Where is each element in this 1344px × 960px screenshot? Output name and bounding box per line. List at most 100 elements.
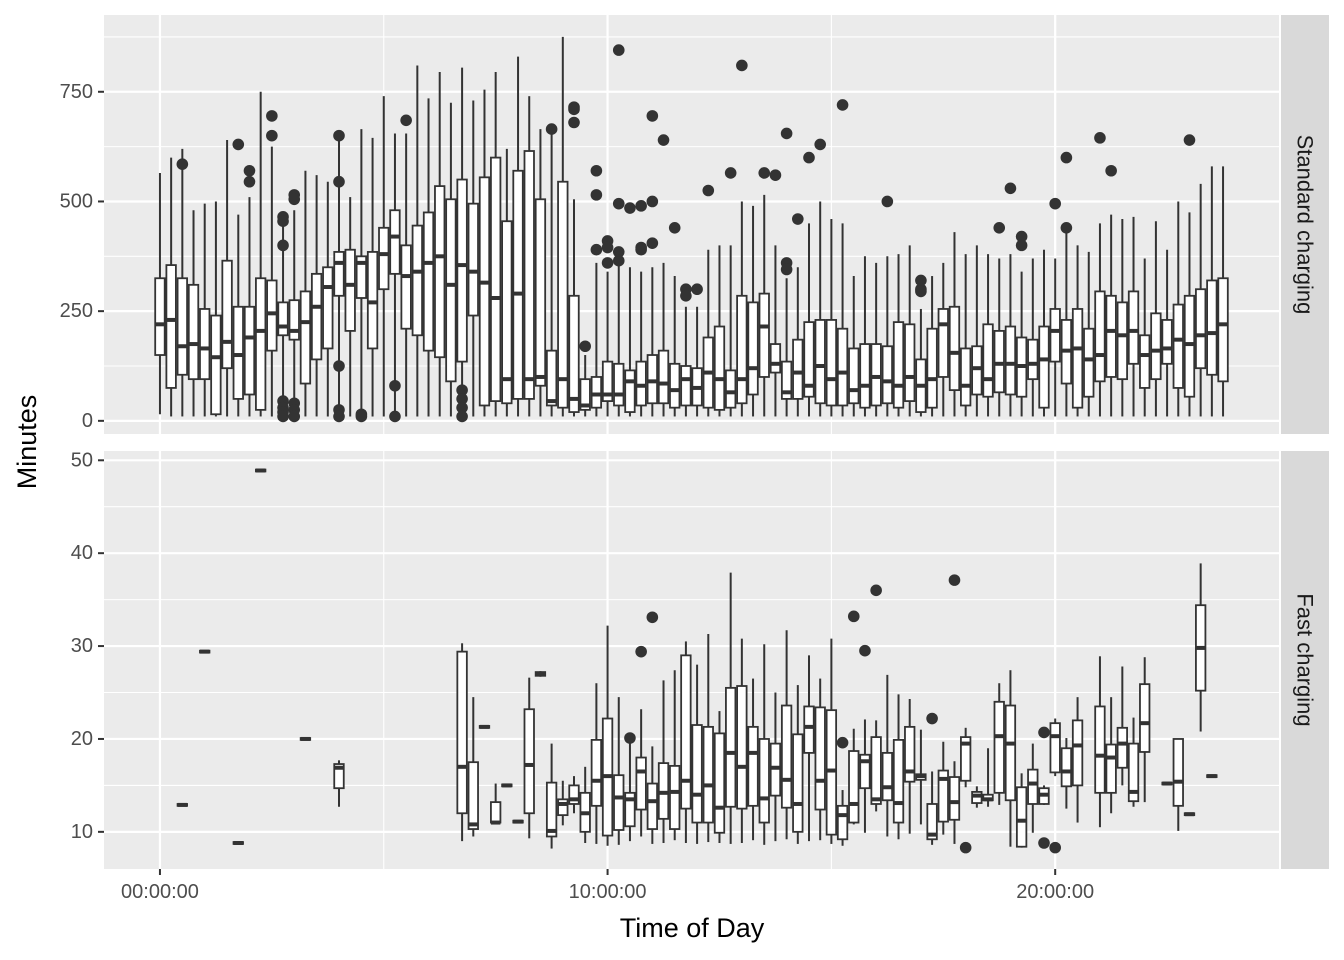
outlier-point [456, 410, 468, 423]
box-body [1094, 290, 1106, 383]
box-body [601, 360, 614, 402]
box-body [299, 290, 312, 385]
box-fast-charging-0 [176, 802, 188, 807]
box-body [624, 369, 636, 413]
y-axis-title: Minutes [12, 395, 42, 490]
box-body [948, 776, 961, 821]
outlier-point [333, 360, 345, 372]
box-fast-charging-36 [792, 685, 804, 844]
box-fast-charging-48 [926, 712, 938, 845]
box-body [1206, 279, 1218, 376]
facet-label: Standard charging [1293, 135, 1318, 315]
box-body [277, 301, 289, 337]
box-fast-charging-17 [579, 766, 591, 843]
box-standard-charging-57 [792, 213, 804, 417]
outlier-point [769, 169, 782, 181]
box-body [1038, 325, 1050, 409]
box-body [221, 259, 233, 370]
outlier-point [803, 151, 815, 164]
outlier-point [780, 263, 793, 276]
outlier-point [691, 283, 703, 296]
box-body [557, 180, 569, 409]
box-fast-charging-60 [1060, 738, 1073, 809]
box-fast-charging-69 [1183, 812, 1196, 817]
box-body [713, 732, 726, 834]
box-fast-charging-18 [590, 683, 603, 844]
box-standard-charging-6 [221, 140, 233, 417]
box-standard-charging-60 [825, 219, 838, 417]
box-body [982, 323, 994, 398]
box-body [523, 150, 535, 400]
box-standard-charging-16 [333, 129, 345, 423]
facet-strip [1281, 15, 1329, 434]
y-tick-label: 500 [60, 190, 93, 212]
box-fast-charging-1 [199, 649, 211, 654]
box-fast-charging-19 [601, 625, 614, 846]
box-body [478, 176, 491, 407]
box-standard-charging-86 [1116, 219, 1128, 417]
box-fast-charging-11 [512, 819, 524, 824]
box-body [422, 211, 435, 352]
box-body [210, 314, 222, 416]
outlier-point [792, 213, 804, 225]
box-body [445, 198, 457, 383]
box-body [1004, 704, 1017, 802]
box-standard-charging-25 [434, 72, 446, 417]
box-body [937, 769, 949, 823]
box-standard-charging-52 [736, 59, 748, 417]
box-fast-charging-29 [713, 711, 726, 843]
box-standard-charging-81 [1060, 151, 1073, 417]
box-body [870, 343, 882, 407]
box-standard-charging-0 [154, 172, 166, 415]
box-standard-charging-50 [713, 245, 726, 417]
box-standard-charging-87 [1127, 216, 1140, 417]
outlier-point [277, 215, 289, 228]
outlier-point [601, 241, 614, 254]
box-fast-charging-71 [1206, 774, 1218, 779]
box-body [803, 705, 815, 754]
box-body [747, 725, 759, 807]
box-standard-charging-71 [948, 232, 961, 417]
box-body [892, 321, 905, 409]
box-body [568, 294, 580, 413]
outlier-point [624, 202, 636, 214]
outlier-point [288, 410, 301, 423]
box-standard-charging-37 [568, 101, 580, 417]
box-fast-charging-38 [814, 678, 826, 841]
box-fast-charging-12 [523, 677, 535, 839]
outlier-point [1004, 182, 1017, 195]
outlier-point [836, 99, 849, 111]
box-standard-charging-92 [1183, 134, 1196, 417]
box-standard-charging-76 [1004, 182, 1017, 417]
outlier-point [1015, 230, 1028, 243]
box-body [736, 294, 748, 405]
outlier-point [1060, 221, 1073, 234]
box-body [490, 801, 502, 824]
box-standard-charging-36 [557, 36, 569, 417]
outlier-point [1049, 841, 1061, 854]
box-standard-charging-26 [445, 102, 457, 417]
box-standard-charging-64 [870, 262, 882, 417]
box-body [1049, 308, 1061, 363]
box-body [680, 654, 692, 810]
box-standard-charging-1 [165, 157, 177, 417]
box-standard-charging-39 [590, 164, 603, 417]
box-body [836, 327, 849, 407]
box-standard-charging-59 [814, 138, 826, 417]
y-tick-label: 0 [82, 410, 93, 432]
box-body [825, 319, 838, 407]
box-fast-charging-22 [635, 645, 647, 837]
box-body [322, 266, 334, 350]
box-fast-charging-66 [1139, 657, 1151, 803]
box-fast-charging-40 [836, 736, 849, 846]
box-fast-charging-56 [1015, 773, 1028, 848]
box-standard-charging-49 [702, 184, 715, 417]
box-standard-charging-44 [646, 110, 659, 417]
outlier-point [176, 158, 189, 170]
box-body [814, 706, 826, 811]
box-body [1161, 319, 1173, 365]
box-fast-charging-14 [545, 743, 558, 849]
box-body [937, 308, 949, 378]
box-standard-charging-20 [378, 96, 390, 417]
outlier-point [926, 712, 938, 725]
